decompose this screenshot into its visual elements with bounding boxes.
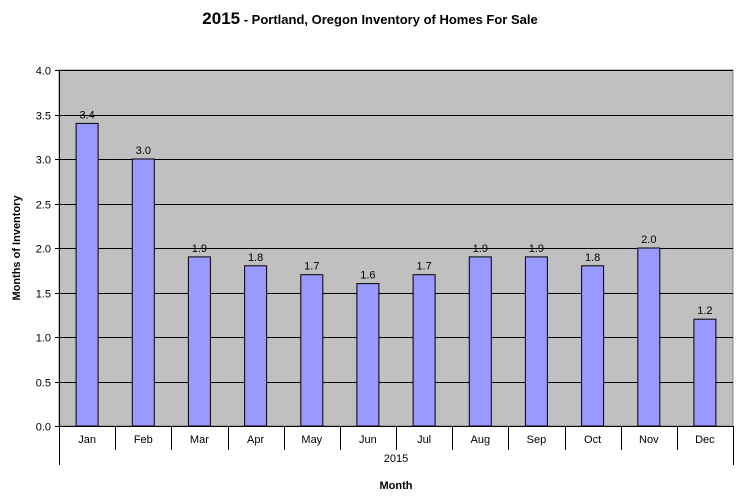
data-label: 1.6 [360,270,375,282]
y-tick-label: 2.5 [36,200,51,212]
data-label: 1.7 [304,261,319,273]
bar-feb [131,158,155,427]
data-label: 1.8 [248,252,263,264]
y-tick-label: 3.5 [36,111,51,123]
data-label: 2.0 [641,234,656,246]
x-tick-label: Feb [134,434,153,446]
x-axis-title: Month [380,480,413,492]
data-label: 1.9 [192,243,207,255]
bar-apr [244,265,268,427]
x-tick-label: Dec [695,434,715,446]
bar-may [300,274,324,427]
y-tick-label: 0.0 [36,422,51,434]
chart-title-year: 2015 [202,9,241,28]
chart-title-text: - Portland, Oregon Inventory of Homes Fo… [240,12,538,27]
chart-title: 2015 - Portland, Oregon Inventory of Hom… [0,9,740,29]
bar-sep [524,256,548,427]
gridlines [59,70,733,383]
x-tick-labels: Jan Feb Mar Apr May Jun Jul Aug Sep Oct Nov Dec [78,434,715,446]
x-tick-label: Jun [359,434,377,446]
data-label: 1.2 [697,305,712,317]
axes [55,70,734,465]
data-labels: 3.4 3.0 1.9 1.8 1.7 1.6 1.7 1.9 1.9 1.8 2.0 1.2 [79,109,712,317]
x-tick-label: Mar [190,434,209,446]
data-label: 3.4 [79,109,94,121]
bar-oct [581,265,605,427]
y-tick-label: 4.0 [36,66,51,78]
data-label: 1.8 [585,252,600,264]
y-tick-label: 1.0 [36,333,51,345]
bar-dec [693,318,717,427]
data-label: 1.9 [529,243,544,255]
bar-jul [412,274,436,427]
y-tick-labels: 0.0 0.5 1.0 1.5 2.0 2.5 3.0 3.5 4.0 [36,66,51,434]
bars [75,122,717,427]
y-tick-label: 2.0 [36,244,51,256]
bar-jun [356,283,380,427]
x-tick-label: Jan [78,434,96,446]
data-label: 1.7 [416,261,431,273]
x-tick-label: Nov [639,434,659,446]
x-tick-label: May [301,434,322,446]
bar-mar [187,256,211,427]
y-tick-label: 0.5 [36,378,51,390]
data-label: 3.0 [136,145,151,157]
x-tick-label: Aug [471,434,491,446]
bar-jan [75,122,99,427]
x-tick-label: Oct [584,434,601,446]
x-tick-label: Sep [527,434,547,446]
x-tick-label: Apr [247,434,264,446]
y-tick-label: 3.0 [36,155,51,167]
x-group-label: 2015 [384,453,408,465]
bar-aug [468,256,492,427]
y-axis-title: Months of Inventory [11,195,23,301]
y-tick-label: 1.5 [36,289,51,301]
data-label: 1.9 [473,243,488,255]
x-tick-label: Jul [417,434,431,446]
bar-nov [637,247,661,427]
